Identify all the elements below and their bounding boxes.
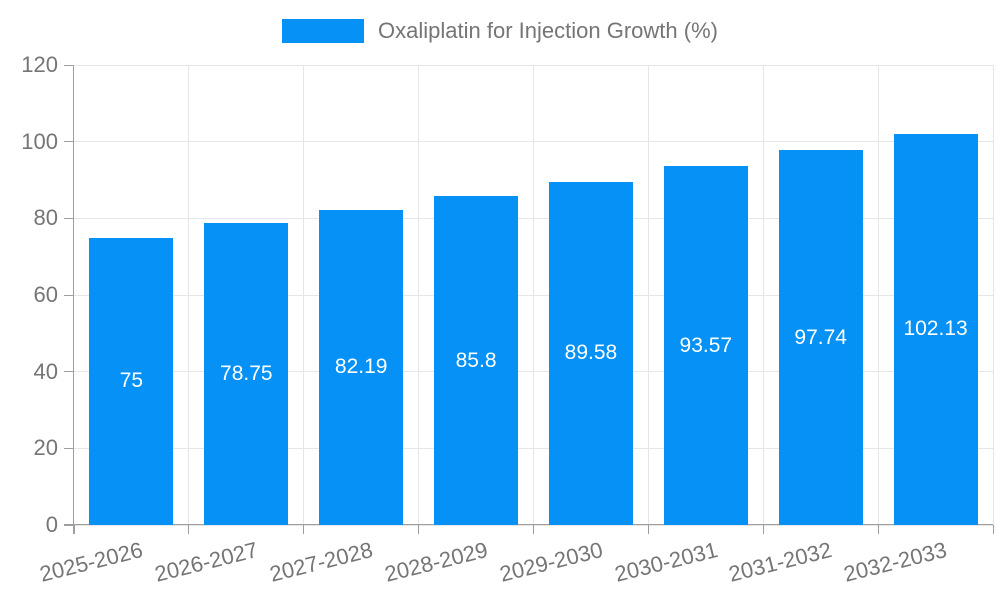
y-axis-tick: [64, 524, 74, 526]
bar[interactable]: [664, 166, 748, 525]
y-axis-tick-label: 0: [45, 512, 58, 537]
y-axis-tick-label: 40: [33, 358, 58, 384]
legend-swatch-icon: [282, 19, 365, 43]
x-axis-tick: [533, 525, 534, 534]
y-axis-tick: [64, 141, 74, 143]
bar[interactable]: [204, 223, 288, 525]
bar[interactable]: [894, 133, 978, 525]
bar[interactable]: [779, 150, 863, 525]
y-axis-tick: [64, 217, 74, 219]
y-axis-tick-label: 100: [21, 128, 58, 154]
x-gridline: [762, 65, 764, 525]
x-axis-line: [64, 524, 993, 525]
x-gridline: [188, 65, 190, 525]
y-axis-tick-label: 80: [33, 205, 58, 231]
bar[interactable]: [434, 196, 518, 525]
x-axis-tick-label[interactable]: 2031-2032: [726, 537, 835, 587]
legend[interactable]: Oxaliplatin for Injection Growth (%): [0, 16, 1000, 46]
y-axis-tick-label: 20: [33, 435, 58, 461]
x-axis-tick-label[interactable]: 2032-2033: [841, 537, 950, 587]
x-gridline: [877, 65, 879, 525]
x-axis-tick: [647, 525, 649, 534]
y-axis-tick: [64, 64, 74, 66]
x-axis-tick: [188, 525, 190, 534]
x-gridline: [647, 65, 649, 525]
x-axis-tick-label[interactable]: 2028-2029: [381, 537, 491, 587]
x-axis-tick-label[interactable]: 2029-2030: [496, 537, 605, 587]
y-axis-tick: [64, 371, 74, 373]
x-axis-tick-label[interactable]: 2025-2026: [37, 537, 146, 587]
x-axis-tick-label[interactable]: 2027-2028: [267, 537, 376, 587]
y-axis-tick: [64, 294, 74, 296]
x-axis-tick: [418, 525, 420, 534]
legend-label: Oxaliplatin for Injection Growth (%): [378, 18, 718, 43]
x-axis-tick-label[interactable]: 2026-2027: [152, 537, 261, 587]
y-axis-tick: [64, 447, 74, 449]
x-gridline: [992, 65, 994, 525]
x-gridline: [533, 65, 534, 525]
x-axis-tick-label[interactable]: 2030-2031: [611, 537, 720, 587]
bar[interactable]: [549, 181, 633, 525]
bar[interactable]: [89, 237, 173, 525]
y-axis-line: [73, 65, 74, 534]
x-axis-tick: [303, 525, 305, 534]
x-axis-tick: [992, 525, 994, 534]
bar[interactable]: [319, 209, 403, 525]
y-axis-tick-label: 120: [21, 52, 58, 77]
x-gridline: [303, 65, 305, 525]
x-axis-tick: [73, 525, 75, 534]
x-axis-tick: [762, 525, 764, 534]
x-gridline: [418, 65, 420, 525]
y-axis-tick-label: 60: [33, 282, 58, 307]
x-axis-tick: [877, 525, 879, 534]
